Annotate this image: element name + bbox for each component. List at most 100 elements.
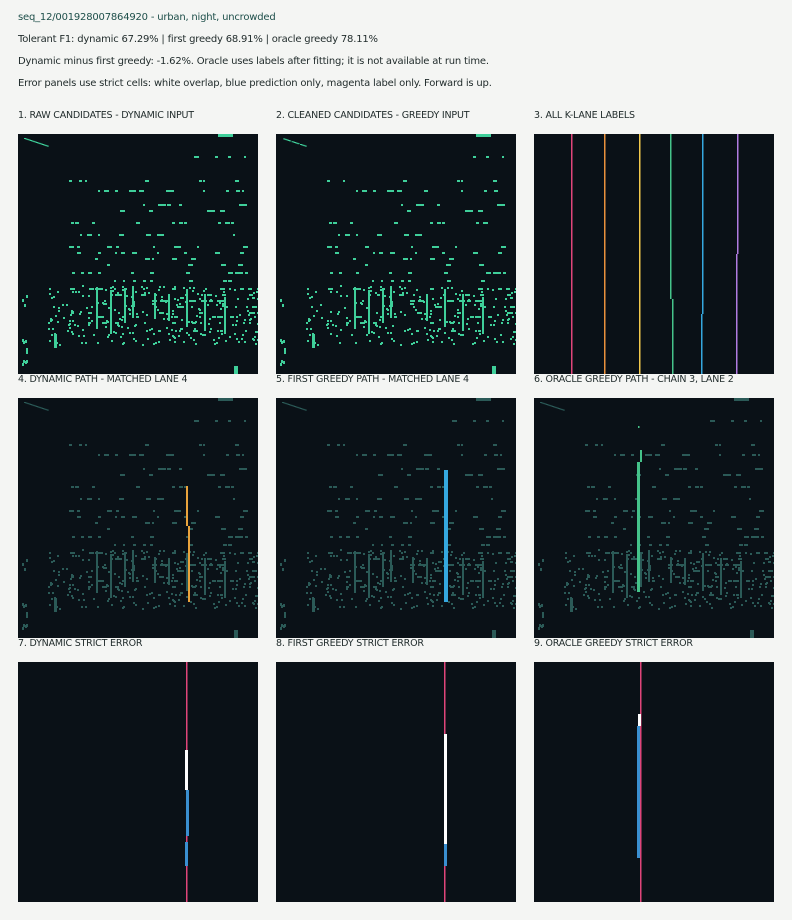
- candidate-cell: [43, 408, 46, 410]
- candidate-cell: [200, 597, 202, 599]
- candidate-cell: [208, 587, 210, 589]
- candidate-cell: [153, 597, 155, 599]
- candidate-cell: [585, 584, 587, 586]
- candidate-cell: [183, 341, 185, 343]
- candidate-cell: [116, 510, 119, 512]
- candidate-cell: [640, 552, 642, 554]
- candidate-cell: [195, 343, 197, 345]
- candidate-cell: [207, 210, 212, 212]
- candidate-cell: [132, 286, 134, 318]
- candidate-cell: [419, 564, 421, 566]
- candidate-cell: [371, 331, 373, 333]
- candidate-cell: [449, 570, 451, 572]
- candidate-cell: [300, 408, 302, 409]
- candidate-cell: [69, 327, 71, 329]
- candidate-cell: [39, 143, 42, 145]
- candidate-cell: [129, 190, 132, 192]
- candidate-cell: [210, 592, 212, 594]
- candidate-cell: [122, 597, 124, 599]
- candidate-cell: [316, 571, 318, 573]
- candidate-cell: [345, 234, 350, 236]
- candidate-cell: [365, 321, 367, 323]
- candidate-cell: [426, 597, 428, 599]
- candidate-cell: [195, 585, 197, 587]
- candidate-cell: [255, 607, 257, 609]
- candidate-cell: [640, 554, 642, 587]
- candidate-cell: [502, 420, 504, 422]
- candidate-cell: [541, 402, 544, 404]
- candidate-cell: [225, 486, 230, 488]
- candidate-cell: [211, 474, 215, 476]
- candidate-cell: [255, 595, 257, 597]
- candidate-cell: [704, 598, 706, 600]
- candidate-cell: [416, 289, 418, 291]
- candidate-cell: [659, 552, 661, 554]
- candidate-cell: [419, 560, 421, 562]
- candidate-cell: [237, 190, 239, 192]
- candidate-cell: [54, 334, 57, 348]
- candidate-cell: [338, 234, 340, 236]
- candidate-cell: [82, 559, 84, 561]
- candidate-cell: [214, 607, 216, 609]
- candidate-cell: [604, 559, 606, 561]
- candidate-cell: [71, 595, 73, 597]
- candidate-cell: [726, 592, 728, 594]
- candidate-cell: [49, 288, 51, 290]
- candidate-cell: [507, 586, 509, 588]
- candidate-cell: [717, 564, 721, 566]
- candidate-cell: [430, 288, 434, 290]
- candidate-cell: [421, 550, 423, 552]
- candidate-cell: [128, 308, 130, 310]
- candidate-cell: [717, 558, 719, 560]
- candidate-cell: [168, 333, 170, 335]
- candidate-cell: [243, 586, 245, 588]
- candidate-cell: [172, 222, 174, 224]
- candidate-cell: [312, 334, 315, 348]
- candidate-cell: [423, 565, 425, 567]
- candidate-cell: [770, 580, 772, 582]
- candidate-cell: [494, 602, 496, 604]
- candidate-cell: [174, 580, 178, 582]
- candidate-cell: [507, 319, 509, 321]
- candidate-cell: [197, 246, 199, 248]
- candidate-cell: [207, 294, 212, 296]
- candidate-cell: [642, 559, 644, 561]
- candidate-cell: [573, 585, 575, 587]
- candidate-cell: [121, 319, 123, 321]
- candidate-cell: [113, 331, 115, 333]
- candidate-cell: [133, 338, 135, 340]
- candidate-cell: [415, 252, 417, 254]
- candidate-cell: [407, 329, 409, 331]
- candidate-cell: [236, 580, 238, 582]
- candidate-cell: [240, 252, 244, 254]
- candidate-cell: [82, 329, 84, 331]
- candidate-cell: [75, 222, 79, 224]
- candidate-cell: [235, 324, 237, 326]
- candidate-cell: [651, 604, 653, 606]
- candidate-cell: [402, 292, 404, 294]
- candidate-cell: [379, 252, 383, 254]
- candidate-cell: [462, 560, 464, 595]
- candidate-cell: [135, 604, 137, 606]
- candidate-cell: [172, 288, 176, 290]
- candidate-cell: [504, 570, 506, 572]
- candidate-cell: [189, 287, 191, 289]
- candidate-cell: [489, 398, 491, 401]
- candidate-cell: [387, 454, 390, 456]
- candidate-cell: [158, 468, 162, 470]
- candidate-cell: [417, 234, 422, 236]
- candidate-cell: [46, 409, 49, 411]
- candidate-cell: [143, 294, 145, 296]
- candidate-cell: [688, 574, 690, 576]
- candidate-cell: [453, 607, 455, 609]
- candidate-cell: [392, 589, 394, 591]
- candidate-cell: [238, 264, 243, 266]
- candidate-cell: [192, 554, 194, 556]
- candidate-cell: [366, 598, 368, 600]
- candidate-cell: [146, 498, 151, 500]
- candidate-cell: [510, 306, 515, 308]
- candidate-cell: [69, 444, 72, 446]
- candidate-cell: [390, 516, 395, 518]
- candidate-cell: [229, 552, 231, 554]
- overlap-segment: [638, 714, 641, 726]
